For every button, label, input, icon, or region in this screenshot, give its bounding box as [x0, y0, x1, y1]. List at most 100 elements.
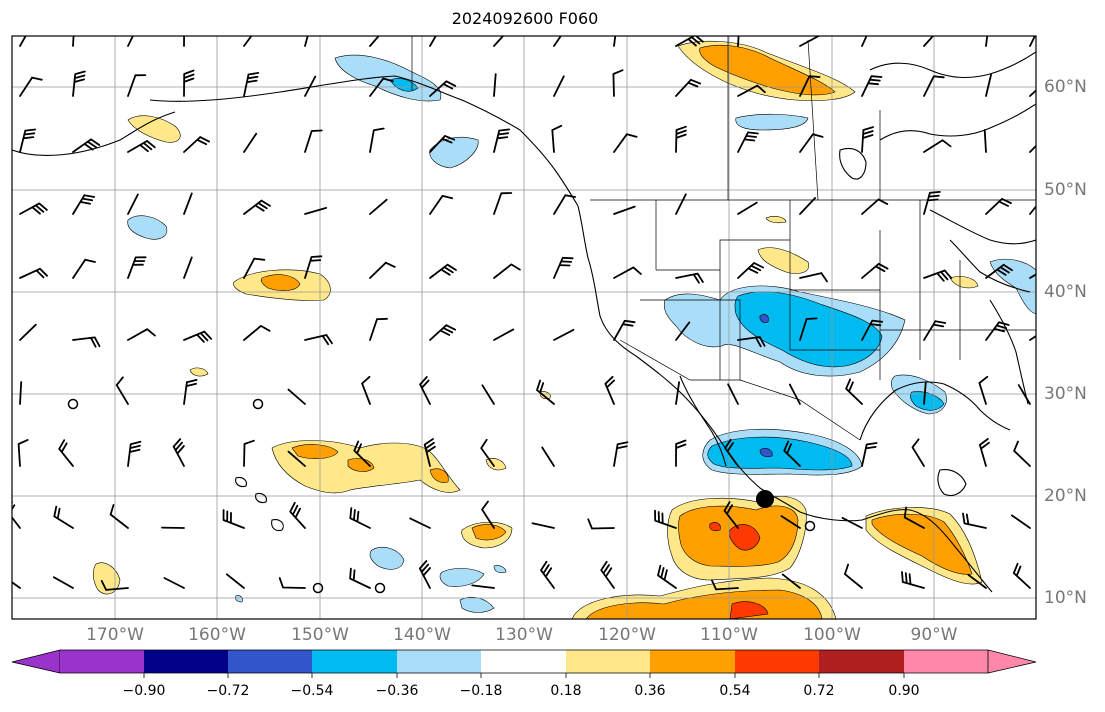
- colorbar-tick-label: 0.54: [719, 683, 751, 699]
- colorbar-seg: [819, 650, 904, 673]
- wind-barb: [304, 207, 328, 215]
- wind-barb: [243, 199, 271, 215]
- wind-barb: [183, 69, 195, 97]
- wind-barb: [183, 330, 213, 343]
- wind-barb: [788, 383, 801, 405]
- wind-barb: [978, 375, 989, 405]
- colorbar-tick-label: −0.72: [206, 683, 250, 699]
- wind-barb: [613, 266, 642, 279]
- shade-neg-small1: [235, 595, 243, 603]
- lon-label: 90°W: [910, 625, 958, 645]
- colorbar-seg: [566, 650, 650, 673]
- wind-barb: [278, 577, 306, 589]
- wind-barb: [799, 272, 828, 283]
- colorbar: [11, 649, 1037, 678]
- wind-barb: [72, 36, 75, 47]
- wind-barb: [985, 73, 992, 97]
- wind-barb: [493, 73, 497, 97]
- wind-barb: [127, 74, 147, 97]
- shading-layer: [92, 40, 1036, 619]
- shade-pos-pac-mid-core: [260, 274, 301, 291]
- colorbar-seg: [735, 650, 819, 673]
- wind-barb: [369, 77, 394, 97]
- shade-pos-us-n2: [765, 216, 787, 224]
- wind-barb: [923, 75, 945, 97]
- colorbar-max-extend: [987, 649, 1037, 674]
- wind-barb: [541, 446, 555, 467]
- shade-neg-us-dark: [759, 314, 769, 323]
- lat-label: 60°N: [1044, 77, 1087, 97]
- wind-barb: [983, 129, 987, 153]
- wind-barb: [369, 36, 380, 47]
- wind-barb: [724, 438, 739, 467]
- wind-barb: [675, 272, 704, 284]
- wind-barb: [600, 560, 615, 589]
- wind-barb: [304, 255, 323, 279]
- wind-barb: [243, 325, 271, 341]
- wind-barb: [429, 80, 457, 97]
- shade-neg-us-core: [734, 291, 883, 368]
- colorbar-seg: [144, 650, 228, 673]
- wind-barb: [799, 133, 824, 153]
- wind-barb: [1017, 384, 1031, 405]
- wind-barb: [481, 384, 495, 405]
- wind-barb: [675, 193, 687, 215]
- wind-barb: [19, 202, 48, 215]
- wind-barb: [115, 376, 129, 405]
- wind-barb: [1029, 89, 1036, 97]
- wind-barb: [923, 139, 952, 153]
- lon-label: 160°W: [188, 625, 246, 645]
- wind-barb: [222, 509, 245, 529]
- wind-barb: [172, 438, 185, 467]
- wind-barb: [109, 504, 129, 529]
- wind-barb: [183, 136, 210, 153]
- colorbar-tick-label: 0.90: [888, 683, 920, 699]
- wind-barb: [799, 197, 816, 215]
- wind-barb: [923, 191, 941, 215]
- wind-barb: [493, 36, 505, 47]
- lon-label: 120°W: [598, 625, 656, 645]
- lon-label: 130°W: [495, 625, 553, 645]
- wind-barb: [183, 36, 185, 47]
- wind-barb: [53, 505, 74, 529]
- wind-barb: [737, 262, 764, 279]
- wind-barb: [361, 375, 371, 405]
- wind-barb: [480, 438, 495, 467]
- wind-barb: [163, 577, 185, 589]
- colorbar-tick-label: −0.36: [375, 683, 419, 699]
- shade-neg-ne: [989, 258, 1036, 315]
- wind-barb: [127, 328, 156, 341]
- wind-barb: [369, 317, 388, 341]
- wind-barb: [553, 75, 565, 97]
- wind-barb: [1013, 440, 1031, 467]
- wind-barb: [553, 194, 577, 215]
- wind-barb: [901, 571, 925, 589]
- lat-label: 50°N: [1044, 180, 1087, 200]
- wind-barb: [540, 560, 555, 589]
- wind-barb: [799, 317, 818, 341]
- lon-label: 100°W: [803, 625, 861, 645]
- wind-barb: [243, 257, 266, 279]
- wind-barb: [418, 560, 431, 589]
- wind-barb: [471, 584, 495, 589]
- colorbar-seg: [481, 650, 566, 673]
- wind-barb: [962, 512, 987, 529]
- colorbar-seg: [650, 650, 735, 673]
- wind-barb: [985, 321, 1010, 341]
- wind-barb: [844, 563, 863, 589]
- colorbar-tick-label: 0.36: [634, 683, 666, 699]
- shade-neg-gulf-alaska-core: [389, 78, 419, 92]
- shade-neg-mexico-dark: [759, 448, 773, 458]
- wind-barb: [12, 501, 21, 529]
- lat-label: 20°N: [1044, 486, 1087, 506]
- wind-barb: [841, 517, 863, 529]
- wind-barb: [127, 193, 139, 215]
- wind-barb: [287, 450, 306, 467]
- wind-barb: [289, 501, 306, 529]
- lon-label: 170°W: [86, 625, 144, 645]
- shade-pos-us-n: [757, 247, 810, 274]
- wind-barb: [183, 256, 193, 279]
- wind-barb: [419, 376, 431, 405]
- wind-barb: [985, 198, 1012, 215]
